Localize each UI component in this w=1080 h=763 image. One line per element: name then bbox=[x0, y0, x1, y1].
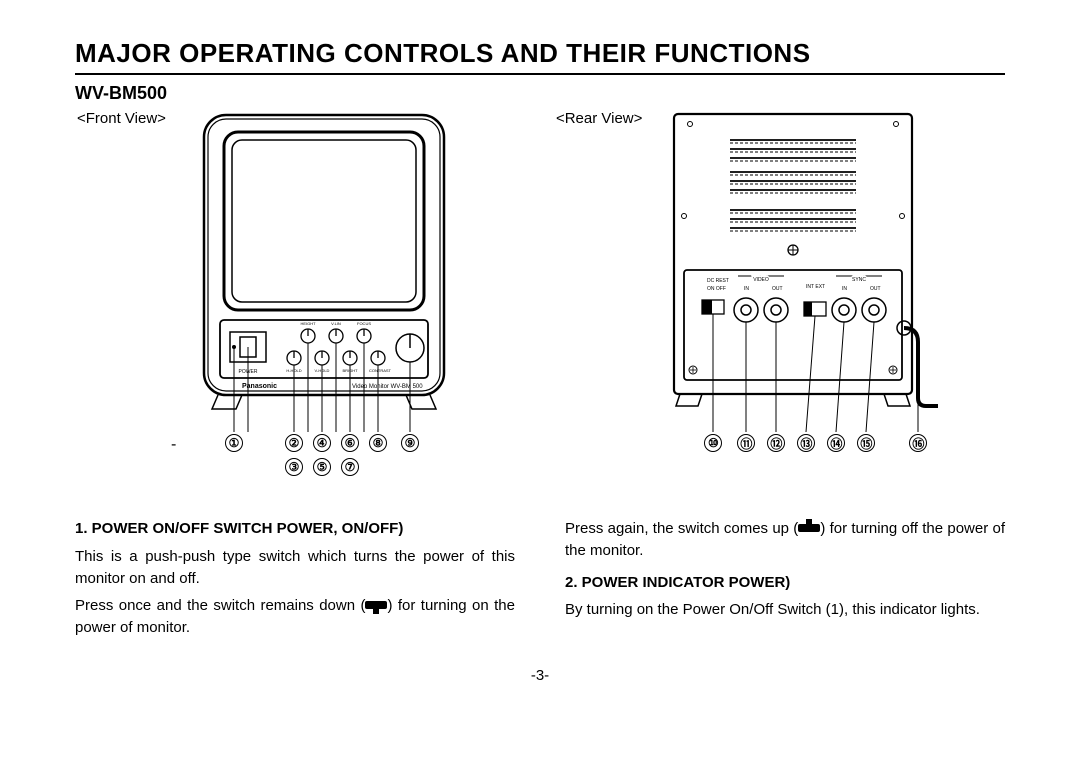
callout-4: ④ bbox=[313, 434, 331, 452]
callout-8: ⑧ bbox=[369, 434, 387, 452]
callout-1: ① bbox=[225, 434, 243, 452]
callout-11: ⑪ bbox=[737, 434, 755, 452]
model-number: WV-BM500 bbox=[75, 83, 1005, 104]
svg-text:OUT: OUT bbox=[772, 286, 783, 292]
svg-text:VIDEO: VIDEO bbox=[754, 277, 770, 283]
page-number: -3- bbox=[75, 667, 1005, 684]
callout-14: ⑭ bbox=[827, 434, 845, 452]
svg-text:INT EXT: INT EXT bbox=[806, 284, 825, 290]
callout-12: ⑫ bbox=[767, 434, 785, 452]
callout-16: ⑯ bbox=[909, 434, 927, 452]
bottom-knobs: H-HOLD V-HOLD BRIGHT CONTRAST bbox=[286, 334, 424, 373]
item1-p1: This is a push-push type switch which tu… bbox=[75, 546, 515, 590]
svg-text:V.LIN: V.LIN bbox=[331, 321, 341, 326]
rear-view-column: <Rear View> bbox=[554, 110, 940, 440]
svg-text:ON OFF: ON OFF bbox=[707, 286, 726, 292]
item1-p2: Press once and the switch remains down (… bbox=[75, 595, 515, 639]
svg-text:CONTRAST: CONTRAST bbox=[369, 368, 392, 373]
svg-text:SYNC: SYNC bbox=[852, 277, 866, 283]
front-monitor-svg: POWER HEIGHT V.LIN FOCUS bbox=[184, 110, 464, 440]
top-knobs: HEIGHT V.LIN FOCUS bbox=[300, 321, 371, 343]
rear-monitor-svg: DC REST ON OFF VIDEO INOUT INT EXT SYNC … bbox=[660, 110, 940, 440]
right-text-column: Press again, the switch comes up () for … bbox=[565, 518, 1005, 645]
svg-text:FOCUS: FOCUS bbox=[357, 321, 371, 326]
views-row: <Front View> POWER bbox=[75, 110, 1005, 440]
left-text-column: 1. POWER ON/OFF SWITCH POWER, ON/OFF) Th… bbox=[75, 518, 515, 645]
front-view-label: <Front View> bbox=[77, 110, 166, 127]
product-text: Video Monitor WV-BM 500 bbox=[352, 384, 423, 390]
callout-2: ② bbox=[285, 434, 303, 452]
svg-text:IN: IN bbox=[744, 286, 749, 292]
vent-dots bbox=[730, 143, 856, 231]
callout-5: ⑤ bbox=[313, 458, 331, 476]
callout-10: ⑩ bbox=[704, 434, 722, 452]
switch-up-icon bbox=[798, 524, 820, 532]
front-figure: POWER HEIGHT V.LIN FOCUS bbox=[184, 110, 464, 440]
callout-3: ③ bbox=[285, 458, 303, 476]
item2-p1: By turning on the Power On/Off Switch (1… bbox=[565, 599, 1005, 621]
item2-title: 2. POWER INDICATOR POWER) bbox=[565, 574, 790, 591]
switch-down-icon bbox=[365, 601, 387, 609]
description-columns: 1. POWER ON/OFF SWITCH POWER, ON/OFF) Th… bbox=[75, 518, 1005, 645]
front-view-column: <Front View> POWER bbox=[75, 110, 464, 440]
svg-text:DC REST: DC REST bbox=[707, 278, 729, 284]
callout-15: ⑮ bbox=[857, 434, 875, 452]
rear-view-label: <Rear View> bbox=[556, 110, 642, 127]
item1-title: 1. POWER ON/OFF SWITCH POWER, ON/OFF) bbox=[75, 520, 403, 537]
callout-7: ⑦ bbox=[341, 458, 359, 476]
svg-text:HEIGHT: HEIGHT bbox=[300, 321, 316, 326]
brand-text: Panasonic bbox=[242, 383, 277, 390]
svg-text:OUT: OUT bbox=[870, 286, 881, 292]
svg-text:IN: IN bbox=[842, 286, 847, 292]
item1-p3: Press again, the switch comes up () for … bbox=[565, 518, 1005, 562]
main-title: MAJOR OPERATING CONTROLS AND THEIR FUNCT… bbox=[75, 38, 1005, 75]
callout-9: ⑨ bbox=[401, 434, 419, 452]
callout-6: ⑥ bbox=[341, 434, 359, 452]
callout-13: ⑬ bbox=[797, 434, 815, 452]
rear-figure: DC REST ON OFF VIDEO INOUT INT EXT SYNC … bbox=[660, 110, 940, 440]
